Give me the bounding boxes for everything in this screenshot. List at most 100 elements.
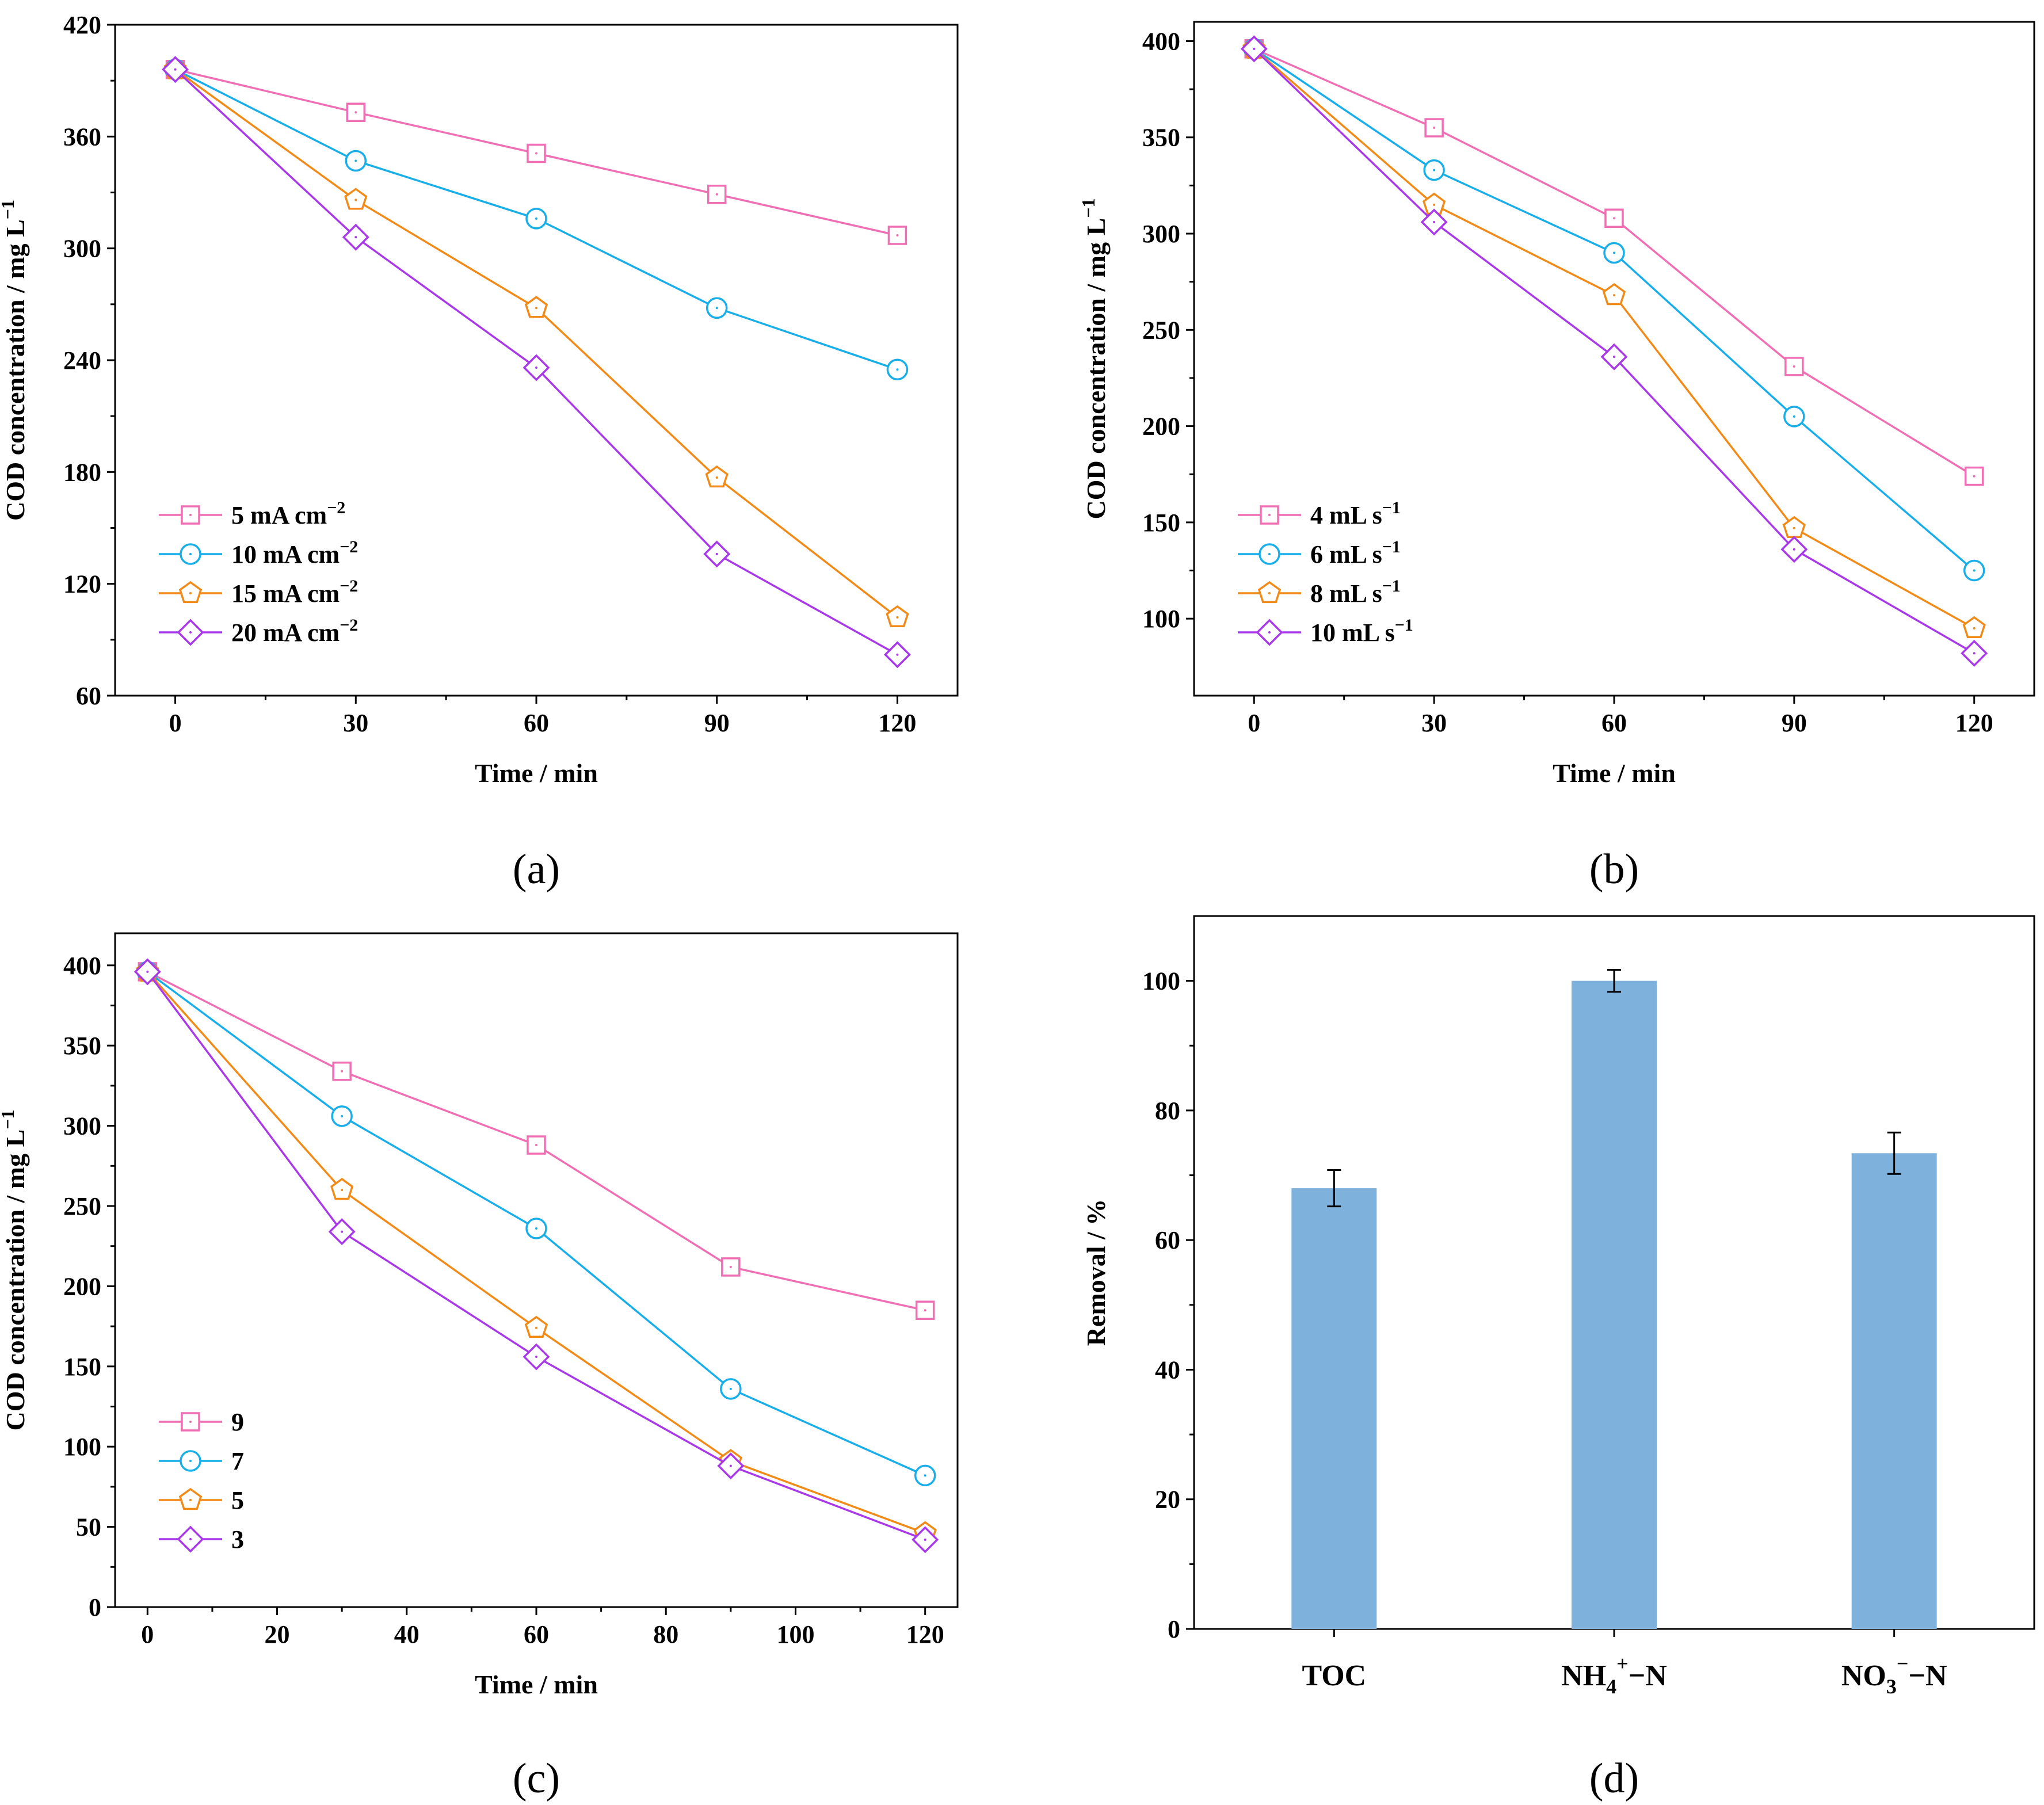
data-point-dot [535, 1326, 537, 1329]
data-point-dot [341, 1070, 344, 1073]
legend-entry: 5 mA cm−2 [159, 498, 345, 529]
data-point-dot [341, 1230, 344, 1233]
bar [1291, 1188, 1377, 1629]
panel-caption: (a) [513, 846, 560, 893]
legend-entry: 3 [159, 1525, 244, 1554]
legend-label: 9 [231, 1408, 244, 1436]
bar [1851, 1153, 1937, 1629]
y-tick-label: 300 [63, 1112, 101, 1140]
data-point-dot [1613, 356, 1615, 358]
y-tick-label: 200 [1142, 413, 1180, 441]
data-point [1424, 118, 1444, 138]
category-label: NH4+−N [1561, 1652, 1667, 1698]
legend-label: 10 mL s−1 [1310, 616, 1413, 647]
bar-group: TOC [1291, 1169, 1377, 1692]
data-point-dot [354, 111, 357, 114]
data-point-dot [1973, 652, 1976, 655]
data-point-dot [924, 1538, 926, 1541]
legend-label: 5 [231, 1486, 244, 1514]
data-point-dot [535, 1356, 537, 1358]
series-line [1253, 48, 1975, 571]
legend-label: 15 mA cm−2 [231, 577, 358, 608]
legend-entry: 4 mL s−1 [1238, 498, 1401, 529]
series-3 [134, 958, 939, 1554]
legend-entry: 9 [159, 1408, 244, 1436]
data-point-dot [535, 1144, 537, 1147]
legend-label: 8 mL s−1 [1310, 577, 1401, 608]
y-tick-label: 200 [63, 1272, 101, 1300]
data-point-dot [1793, 526, 1795, 529]
legend-entry: 7 [159, 1447, 244, 1475]
category-label: NO3−−N [1841, 1652, 1947, 1698]
data-point-dot [535, 1227, 537, 1230]
data-point-dot [146, 970, 149, 973]
data-point-dot [1253, 47, 1256, 50]
y-axis-title: COD concentration / mg L−1 [1078, 198, 1111, 519]
y-tick-label: 150 [1142, 509, 1180, 537]
x-axis-title: Time / min [475, 758, 598, 788]
y-tick-label: 0 [89, 1593, 101, 1621]
data-point-dot [715, 307, 718, 310]
data-point-dot [535, 307, 537, 310]
x-tick-label: 40 [394, 1620, 420, 1648]
data-point-dot [896, 653, 899, 656]
bar-group: NO3−−N [1841, 1131, 1947, 1698]
data-point-dot [1793, 548, 1795, 551]
chart-a: 60 120 180 240 300 360 420 0 30 60 90 120 Time / min… [0, 11, 959, 893]
x-tick-label: 90 [1782, 709, 1807, 737]
bar-group: NH4+−N [1561, 968, 1667, 1698]
legend-marker-dot [189, 592, 192, 594]
data-point-dot [1433, 203, 1436, 206]
data-point-dot [715, 193, 718, 196]
x-tick-label: 80 [653, 1620, 678, 1648]
legend-entry: 6 mL s−1 [1238, 537, 1401, 568]
data-point-dot [896, 616, 899, 619]
x-tick-label: 60 [1601, 709, 1627, 737]
legend-label: 6 mL s−1 [1310, 537, 1401, 568]
y-tick-label: 20 [1155, 1486, 1180, 1514]
panel-caption: (b) [1589, 846, 1639, 893]
y-tick-label: 350 [63, 1032, 101, 1060]
x-tick-label: 90 [704, 709, 730, 737]
x-tick-label: 60 [524, 1620, 549, 1648]
data-point-dot [1613, 217, 1615, 220]
panel-caption: (c) [513, 1755, 560, 1802]
legend-marker-dot [1268, 592, 1271, 594]
y-tick-label: 300 [63, 235, 101, 263]
legend-marker-dot [189, 514, 192, 516]
legend-entry: 5 [159, 1486, 244, 1514]
series-line [146, 971, 926, 1541]
series-2 [1242, 36, 1986, 639]
data-point [332, 1062, 352, 1081]
data-point-dot [1433, 169, 1436, 171]
series-3 [162, 56, 911, 669]
y-tick-label: 250 [63, 1192, 101, 1220]
series-2 [136, 959, 937, 1543]
y-tick-label: 300 [1142, 220, 1180, 248]
data-point-dot [729, 1265, 732, 1268]
y-tick-label: 360 [63, 123, 101, 151]
data-point-dot [729, 1464, 732, 1467]
data-point-dot [1793, 415, 1795, 418]
data-point-dot [1433, 220, 1436, 223]
chart-c: 0 50 100 150 200 250 300 350 400 0 20 40 60 80 100 120 T… [0, 932, 959, 1802]
y-axis-title: COD concentration / mg L−1 [0, 1109, 30, 1430]
x-axis-title: Time / min [1553, 758, 1676, 788]
data-point-dot [341, 1189, 344, 1192]
data-point [887, 226, 907, 245]
legend-marker-dot [189, 1460, 192, 1462]
series-1 [1243, 38, 1985, 582]
y-tick-label: 120 [63, 570, 101, 598]
data-point-dot [535, 217, 537, 220]
data-point-dot [174, 68, 177, 71]
y-tick-label: 100 [1142, 967, 1180, 995]
y-tick-label: 60 [76, 682, 101, 710]
x-tick-label: 0 [1248, 709, 1260, 737]
data-point [527, 1135, 546, 1155]
legend-entry: 8 mL s−1 [1238, 577, 1401, 608]
data-point-dot [1973, 627, 1976, 629]
legend-label: 7 [231, 1447, 244, 1475]
data-point-dot [1433, 127, 1436, 129]
legend-marker-dot [189, 553, 192, 555]
